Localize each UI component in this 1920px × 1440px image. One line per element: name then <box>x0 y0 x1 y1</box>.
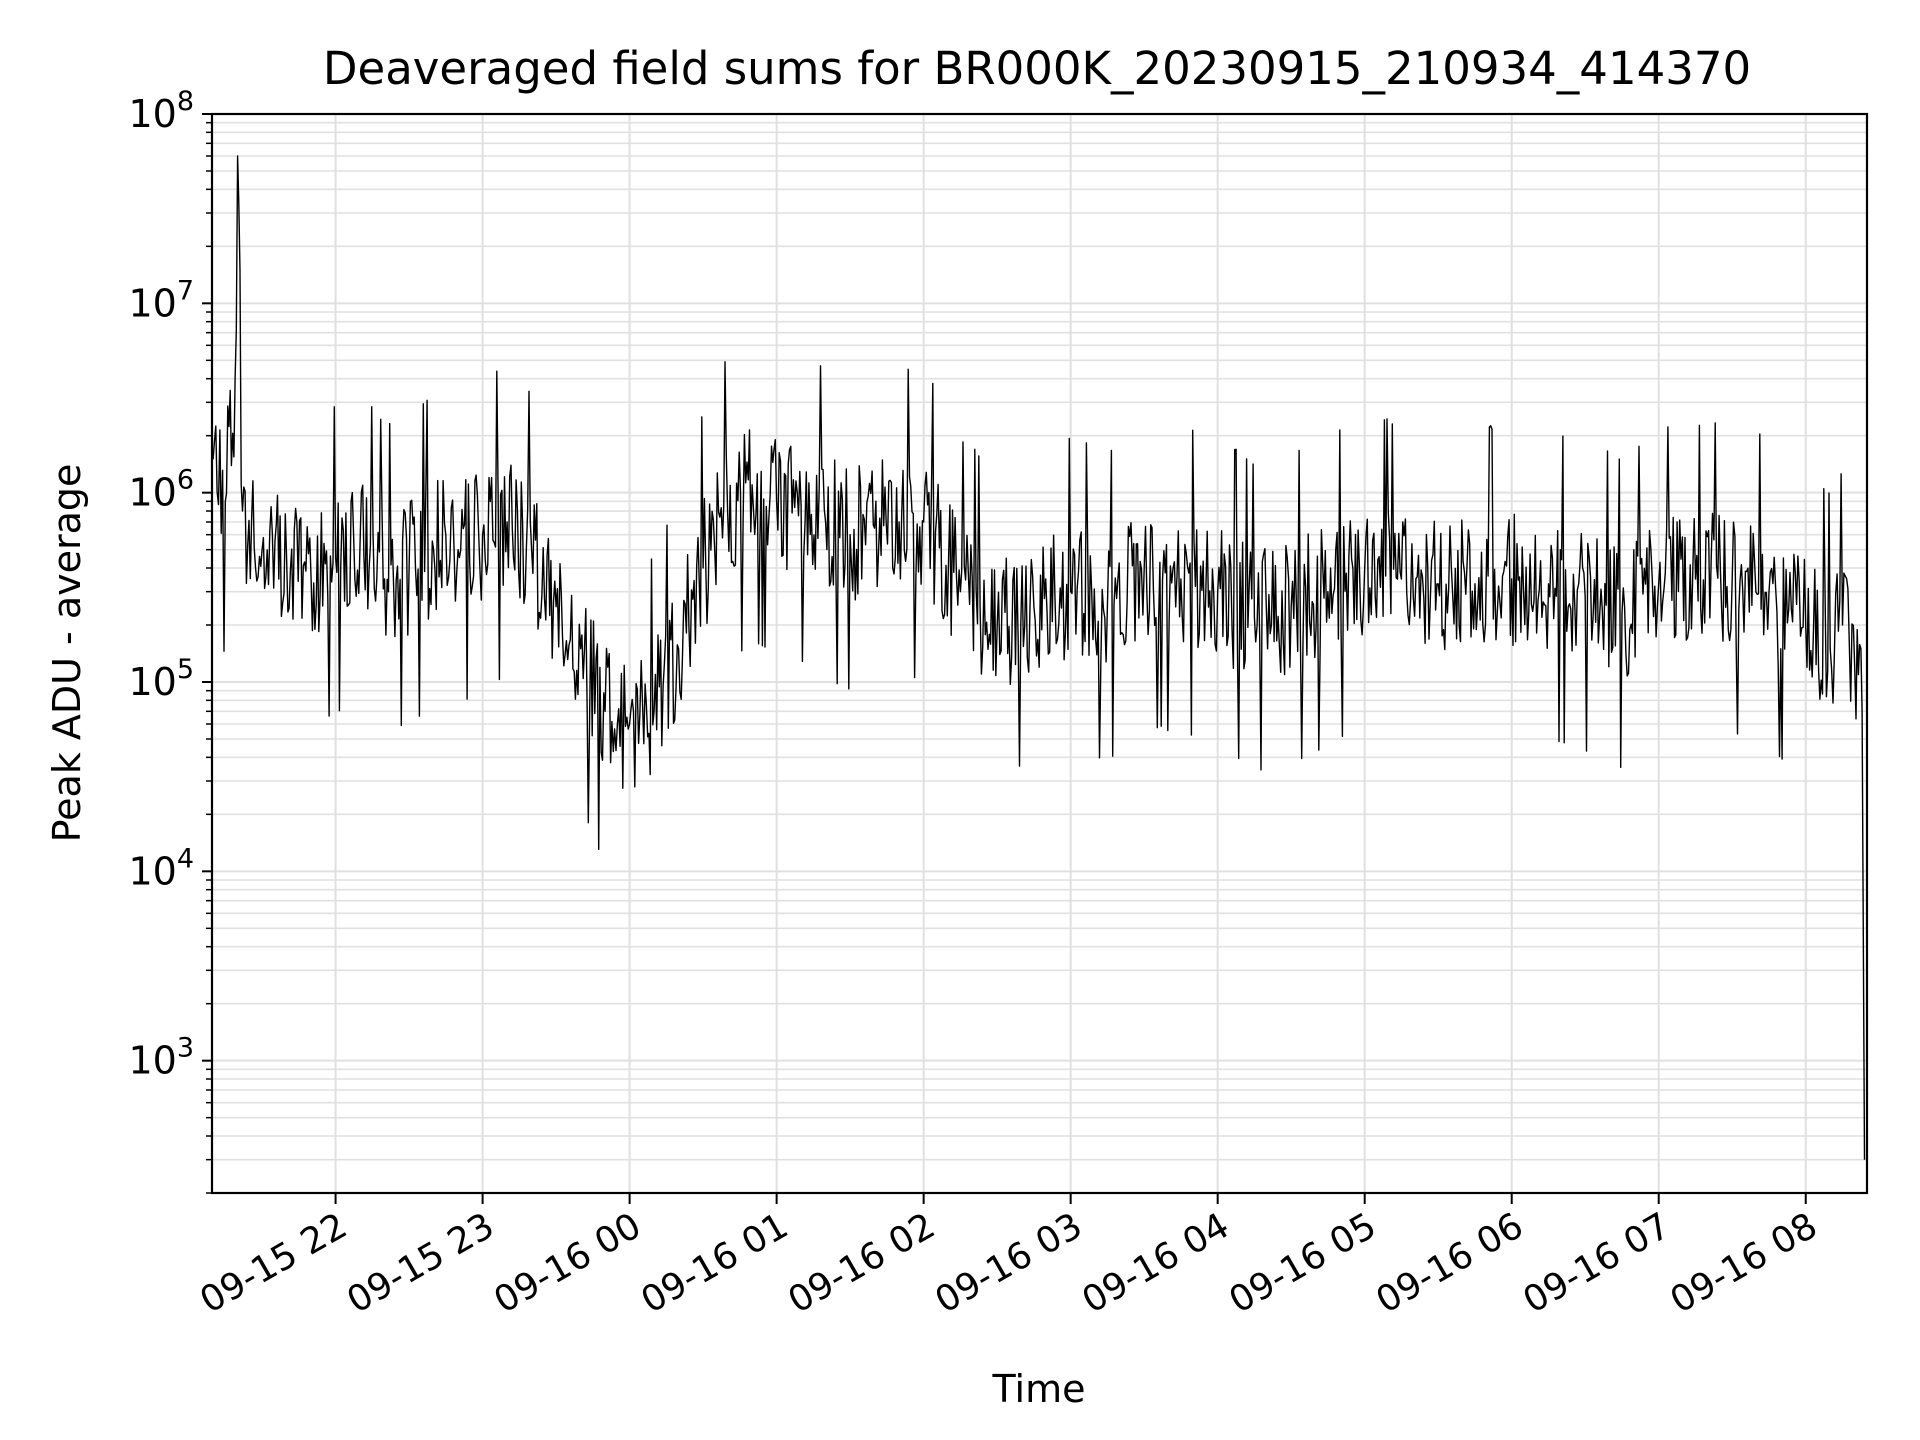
y-tick-label: 108 <box>128 86 194 136</box>
y-tick-label: 105 <box>128 654 194 704</box>
y-tick-label: 107 <box>128 275 194 325</box>
x-axis-label: Time <box>992 1367 1086 1411</box>
plot-frame <box>210 112 1869 1195</box>
y-tick-label: 103 <box>128 1033 194 1083</box>
grid-lines <box>212 113 1867 1194</box>
series-layer <box>212 155 1866 1160</box>
y-axis-label: Peak ADU - average <box>45 464 89 843</box>
y-tick-label: 104 <box>128 843 194 893</box>
y-tick-labels: 103 104 105 106 107 108 <box>128 86 194 1083</box>
series-line <box>212 155 1866 1160</box>
y-tick-label: 106 <box>128 465 194 515</box>
tick-marks <box>202 113 1807 1204</box>
chart-title: Deaveraged field sums for BR000K_2023091… <box>323 42 1751 95</box>
